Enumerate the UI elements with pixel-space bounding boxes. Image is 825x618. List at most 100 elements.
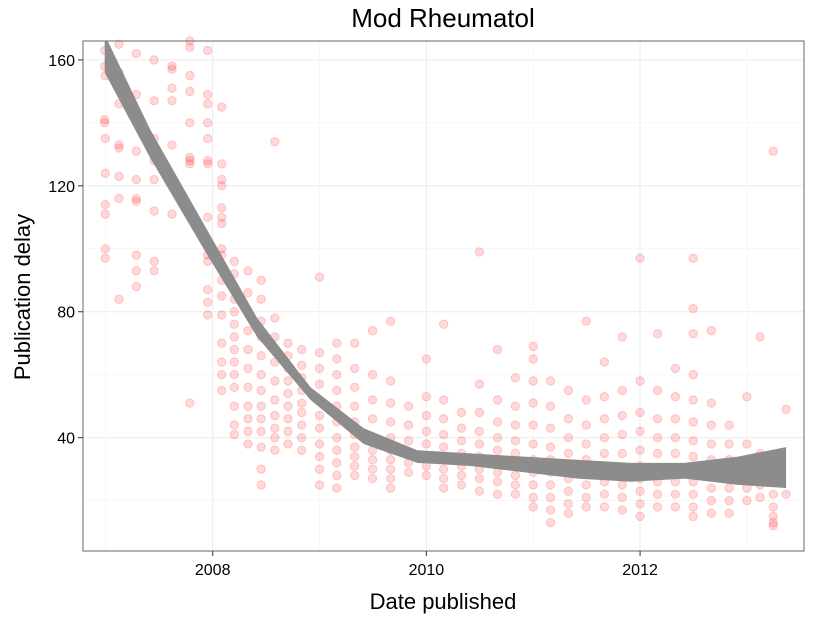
data-point	[563, 448, 574, 459]
data-point	[203, 212, 213, 222]
data-point	[670, 414, 681, 424]
data-point	[243, 325, 253, 336]
data-point	[332, 483, 342, 493]
data-point	[297, 445, 307, 455]
data-point	[492, 432, 503, 443]
data-point	[438, 414, 449, 424]
data-point	[385, 464, 396, 474]
data-point	[670, 363, 681, 374]
data-point	[314, 439, 325, 449]
y-tick-label: 120	[48, 179, 75, 196]
data-point	[349, 363, 360, 374]
data-point	[349, 442, 360, 452]
data-point	[149, 55, 159, 65]
data-point	[297, 407, 307, 418]
data-point	[706, 483, 717, 493]
data-point	[367, 325, 378, 336]
data-point	[217, 203, 227, 213]
data-point	[670, 448, 681, 459]
data-point	[243, 439, 253, 449]
data-point	[781, 404, 791, 415]
data-point	[724, 420, 734, 430]
data-point	[131, 196, 141, 207]
data-point	[167, 96, 177, 106]
data-point	[706, 439, 717, 449]
data-point	[456, 480, 467, 490]
data-point	[706, 420, 717, 430]
data-point	[256, 480, 266, 490]
x-tick-label: 2008	[195, 562, 231, 579]
y-axis: 40 80 120 160	[48, 53, 83, 448]
data-point	[314, 363, 325, 374]
data-point	[688, 253, 698, 263]
data-point	[229, 319, 239, 330]
data-point	[755, 492, 765, 503]
points-layer	[99, 36, 791, 531]
data-point	[688, 303, 698, 314]
data-point	[688, 395, 698, 405]
data-point	[617, 332, 627, 342]
grid	[83, 41, 804, 551]
data-point	[270, 376, 280, 386]
data-point	[581, 420, 591, 430]
data-point	[403, 420, 414, 430]
data-point	[100, 244, 110, 254]
data-point	[314, 410, 325, 421]
data-point	[768, 521, 778, 531]
data-point	[438, 464, 449, 474]
data-point	[243, 401, 253, 411]
data-point	[131, 250, 141, 260]
data-point	[243, 288, 253, 298]
data-point	[581, 395, 591, 405]
data-point	[510, 436, 521, 446]
data-point	[203, 118, 213, 128]
data-point	[167, 61, 177, 71]
data-point	[599, 432, 610, 443]
data-point	[688, 329, 698, 339]
data-point	[510, 420, 521, 430]
data-point	[314, 379, 325, 389]
data-point	[217, 385, 227, 396]
data-point	[297, 432, 307, 443]
data-point	[203, 155, 213, 166]
data-point	[545, 401, 556, 411]
data-point	[768, 517, 778, 528]
data-point	[217, 212, 227, 222]
data-point	[581, 480, 591, 490]
data-point	[581, 492, 591, 503]
data-point	[599, 489, 610, 500]
data-point	[421, 410, 432, 421]
data-point	[635, 486, 645, 496]
data-point	[297, 360, 307, 370]
data-point	[385, 316, 396, 326]
data-point	[492, 344, 503, 355]
data-point	[581, 439, 591, 449]
data-point	[243, 426, 253, 437]
data-point	[367, 370, 378, 380]
data-point	[617, 492, 627, 503]
data-point	[185, 86, 195, 97]
data-point	[474, 439, 485, 449]
data-point	[100, 200, 110, 210]
data-point	[283, 376, 293, 386]
data-point	[283, 439, 293, 449]
data-point	[283, 401, 293, 411]
data-point	[270, 137, 280, 147]
data-point	[385, 455, 396, 465]
data-point	[403, 467, 414, 477]
data-point	[349, 461, 360, 471]
data-point	[688, 436, 698, 446]
data-point	[114, 140, 124, 150]
data-point	[545, 423, 556, 433]
data-point	[385, 417, 396, 427]
data-point	[438, 483, 449, 493]
data-point	[617, 385, 627, 396]
data-point	[314, 451, 325, 462]
data-point	[492, 489, 503, 500]
x-axis-title: Date published	[370, 589, 517, 614]
data-point	[367, 414, 378, 424]
data-point	[706, 325, 717, 336]
data-point	[203, 159, 213, 169]
data-point	[438, 473, 449, 484]
